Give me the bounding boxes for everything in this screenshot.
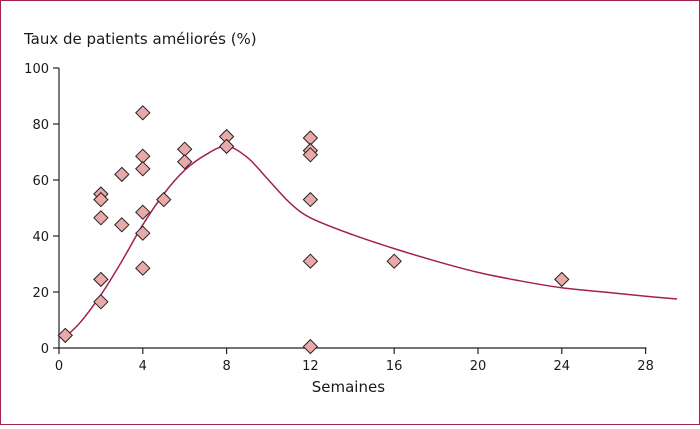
x-ticks: 0 4 8 12 16 20 24 28	[55, 348, 654, 374]
data-point	[176, 154, 193, 170]
data-point	[156, 191, 172, 208]
data-point	[93, 191, 109, 208]
data-point	[135, 204, 151, 220]
data-point	[57, 327, 73, 344]
data-point	[135, 260, 151, 276]
data-point	[135, 105, 151, 121]
x-tick-label: 0	[55, 359, 63, 374]
x-tick-label: 16	[386, 359, 403, 374]
y-ticks: 0 20 40 60 80 100	[24, 62, 59, 357]
y-tick-label: 0	[41, 342, 49, 357]
y-tick-label: 100	[24, 62, 49, 77]
data-point	[93, 294, 109, 310]
data-point	[386, 253, 402, 269]
data-point	[114, 217, 130, 233]
trend-curve	[64, 145, 678, 338]
data-point	[218, 138, 235, 155]
data-point	[302, 147, 319, 163]
data-point	[93, 271, 109, 288]
y-tick-label: 80	[32, 118, 49, 133]
data-point	[302, 338, 319, 355]
y-tick-label: 60	[32, 174, 49, 189]
y-tick-label: 40	[32, 230, 49, 245]
axes	[58, 68, 647, 349]
x-tick-label: 8	[222, 359, 230, 374]
x-tick-label: 4	[139, 359, 147, 374]
data-point	[302, 253, 319, 269]
data-point	[135, 161, 151, 177]
data-point	[114, 166, 130, 183]
x-tick-label: 20	[470, 359, 487, 374]
data-point	[302, 191, 319, 208]
data-point	[93, 210, 109, 226]
x-tick-label: 28	[637, 359, 654, 374]
x-tick-label: 12	[302, 359, 319, 374]
y-axis-label: Taux de patients améliorés (%)	[23, 30, 257, 48]
x-axis-label: Semaines	[312, 378, 385, 396]
data-point	[554, 271, 570, 288]
x-tick-label: 24	[554, 359, 571, 374]
data-points	[57, 105, 570, 355]
data-point	[135, 225, 151, 241]
y-tick-label: 20	[32, 286, 49, 301]
